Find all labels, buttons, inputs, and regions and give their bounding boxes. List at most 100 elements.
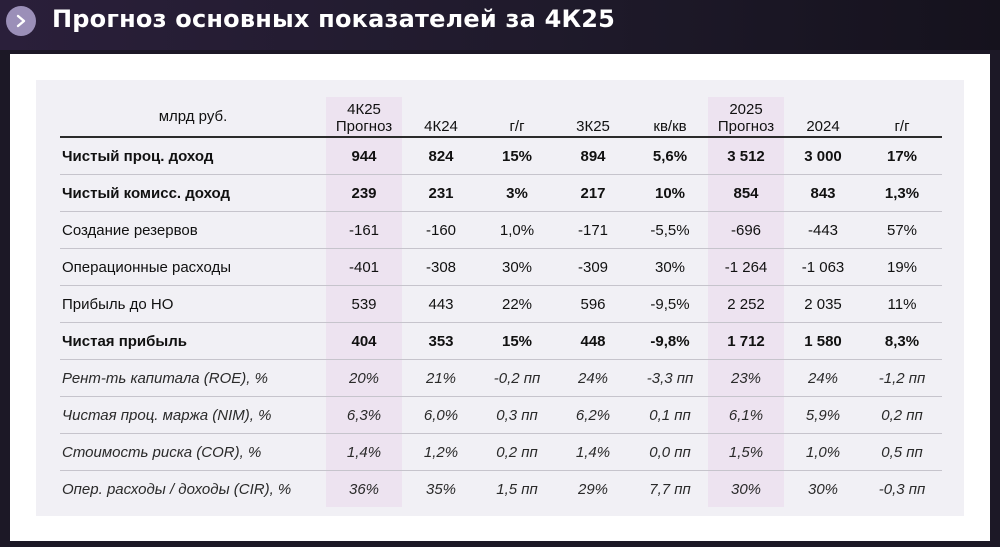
cell-yoy-q: 0,3 пп [480, 396, 554, 434]
cell-forecast-4k25: 1,4% [326, 433, 402, 471]
cell-yoy-q: 1,0% [480, 211, 554, 249]
page-title: Прогноз основных показателей за 4К25 [52, 5, 616, 33]
column-header-forecast-4k25: 4К25 Прогноз [326, 97, 402, 138]
column-header-4k24: 4К24 [402, 97, 480, 138]
cell-yoy-y: 0,2 пп [862, 396, 942, 434]
cell-forecast-4k25: -401 [326, 248, 402, 286]
cell-qoq: -5,5% [632, 211, 708, 249]
cell-forecast-2025: 854 [708, 174, 784, 212]
cell-forecast-2025: 3 512 [708, 137, 784, 175]
column-header-yoy-q: г/г [480, 97, 554, 138]
cell-forecast-2025: 30% [708, 470, 784, 507]
row-label: Рент-ть капитала (ROE), % [60, 359, 326, 397]
row-label: Опер. расходы / доходы (CIR), % [62, 480, 292, 498]
row-label: Чистый проц. доход [60, 137, 326, 175]
table-header-row: млрд руб. 4К25 Прогноз 4К24 г/г 3К25 кв/кв 202… [60, 97, 942, 138]
row-label: Операционные расходы [60, 248, 326, 286]
cell-qoq: -9,8% [632, 322, 708, 360]
cell-3k25: 448 [554, 322, 632, 360]
cell-yoy-q: 22% [480, 285, 554, 323]
cell-qoq: 0,1 пп [632, 396, 708, 434]
cell-3k25: 894 [554, 137, 632, 175]
table-row: Чистый комисс. доход 239 231 3% 217 10% 854 843… [60, 174, 942, 212]
cell-yoy-q: 0,2 пп [480, 433, 554, 471]
table-row: Чистый проц. доход 944 824 15% 894 5,6% 3 512 3… [60, 137, 942, 175]
cell-4k24: 35% [425, 480, 457, 498]
cell-forecast-4k25: 36% [326, 470, 402, 507]
forecast-table: млрд руб. 4К25 Прогноз 4К24 г/г 3К25 кв/кв 202… [60, 97, 942, 507]
cell-2024: -443 [784, 211, 862, 249]
row-label: Чистая прибыль [60, 322, 326, 360]
cell-qoq: 5,6% [632, 137, 708, 175]
cell-yoy-q: 30% [480, 248, 554, 286]
table-row: Рент-ть капитала (ROE), % 20% 21% -0,2 пп 24… [60, 359, 942, 397]
cell-forecast-2025: 1,5% [708, 433, 784, 471]
cell-4k24: 443 [402, 285, 480, 323]
cell-qoq: -3,3 пп [632, 359, 708, 397]
cell-4k24: 231 [402, 174, 480, 212]
row-label: Создание резервов [60, 211, 326, 249]
cell-qoq: 30% [632, 248, 708, 286]
cell-qoq: -9,5% [632, 285, 708, 323]
cell-3k25: 6,2% [554, 396, 632, 434]
table-row: Опер. расходы / доходы (CIR), % 36% 35% 1,5… [60, 470, 942, 507]
cell-qoq: 7,7 пп [649, 480, 691, 498]
chevron-right-icon [6, 6, 36, 36]
cell-forecast-2025: 1 712 [708, 322, 784, 360]
table-row: Чистая прибыль 404 353 15% 448 -9,8% 1 712 1 58… [60, 322, 942, 360]
cell-3k25: 217 [554, 174, 632, 212]
row-label: Чистый комисс. доход [60, 174, 326, 212]
cell-2024: 1 580 [784, 322, 862, 360]
page-header: Прогноз основных показателей за 4К25 [0, 0, 1000, 50]
content-panel: млрд руб. 4К25 Прогноз 4К24 г/г 3К25 кв/кв 202… [10, 54, 990, 541]
cell-yoy-y: 19% [862, 248, 942, 286]
table-row: Чистая проц. маржа (NIM), % 6,3% 6,0% 0,3 п… [60, 396, 942, 434]
column-header-label: млрд руб. [60, 97, 326, 138]
cell-yoy-y: 17% [862, 137, 942, 175]
cell-yoy-y: -0,3 пп [878, 480, 926, 498]
cell-qoq: 10% [632, 174, 708, 212]
cell-forecast-2025: 6,1% [708, 396, 784, 434]
row-label: Прибыль до НО [60, 285, 326, 323]
cell-4k24: -160 [402, 211, 480, 249]
column-header-yoy-y: г/г [862, 97, 942, 138]
cell-forecast-2025: 23% [708, 359, 784, 397]
cell-yoy-y: 8,3% [862, 322, 942, 360]
column-header-forecast-2025: 2025 Прогноз [708, 97, 784, 138]
cell-2024: -1 063 [784, 248, 862, 286]
cell-forecast-4k25: 20% [326, 359, 402, 397]
column-header-qoq: кв/кв [632, 97, 708, 138]
cell-qoq: 0,0 пп [632, 433, 708, 471]
cell-yoy-q: 3% [480, 174, 554, 212]
table-row: Операционные расходы -401 -308 30% -309 30% -1… [60, 248, 942, 286]
column-header-3k25: 3К25 [554, 97, 632, 138]
cell-4k24: 824 [402, 137, 480, 175]
cell-4k24: 6,0% [402, 396, 480, 434]
cell-3k25: -171 [554, 211, 632, 249]
cell-forecast-4k25: 6,3% [326, 396, 402, 434]
cell-4k24: -308 [402, 248, 480, 286]
cell-3k25: 596 [554, 285, 632, 323]
cell-2024: 5,9% [784, 396, 862, 434]
cell-3k25: 24% [554, 359, 632, 397]
cell-2024: 3 000 [784, 137, 862, 175]
row-label: Чистая проц. маржа (NIM), % [60, 396, 326, 434]
cell-2024: 2 035 [784, 285, 862, 323]
table-row: Стоимость риска (COR), % 1,4% 1,2% 0,2 пп 1,… [60, 433, 942, 471]
cell-3k25: 29% [577, 480, 609, 498]
cell-forecast-4k25: 539 [326, 285, 402, 323]
cell-forecast-4k25: 239 [326, 174, 402, 212]
cell-forecast-2025: -696 [708, 211, 784, 249]
cell-forecast-2025: -1 264 [708, 248, 784, 286]
cell-forecast-4k25: -161 [326, 211, 402, 249]
cell-2024: 843 [784, 174, 862, 212]
cell-3k25: 1,4% [554, 433, 632, 471]
cell-yoy-q: 1,5 пп [496, 480, 538, 498]
table-card: млрд руб. 4К25 Прогноз 4К24 г/г 3К25 кв/кв 202… [36, 80, 964, 516]
table-row: Создание резервов -161 -160 1,0% -171 -5,5% -6… [60, 211, 942, 249]
cell-yoy-y: 57% [862, 211, 942, 249]
cell-4k24: 1,2% [402, 433, 480, 471]
cell-yoy-q: -0,2 пп [480, 359, 554, 397]
cell-2024: 24% [784, 359, 862, 397]
cell-yoy-y: 1,3% [862, 174, 942, 212]
